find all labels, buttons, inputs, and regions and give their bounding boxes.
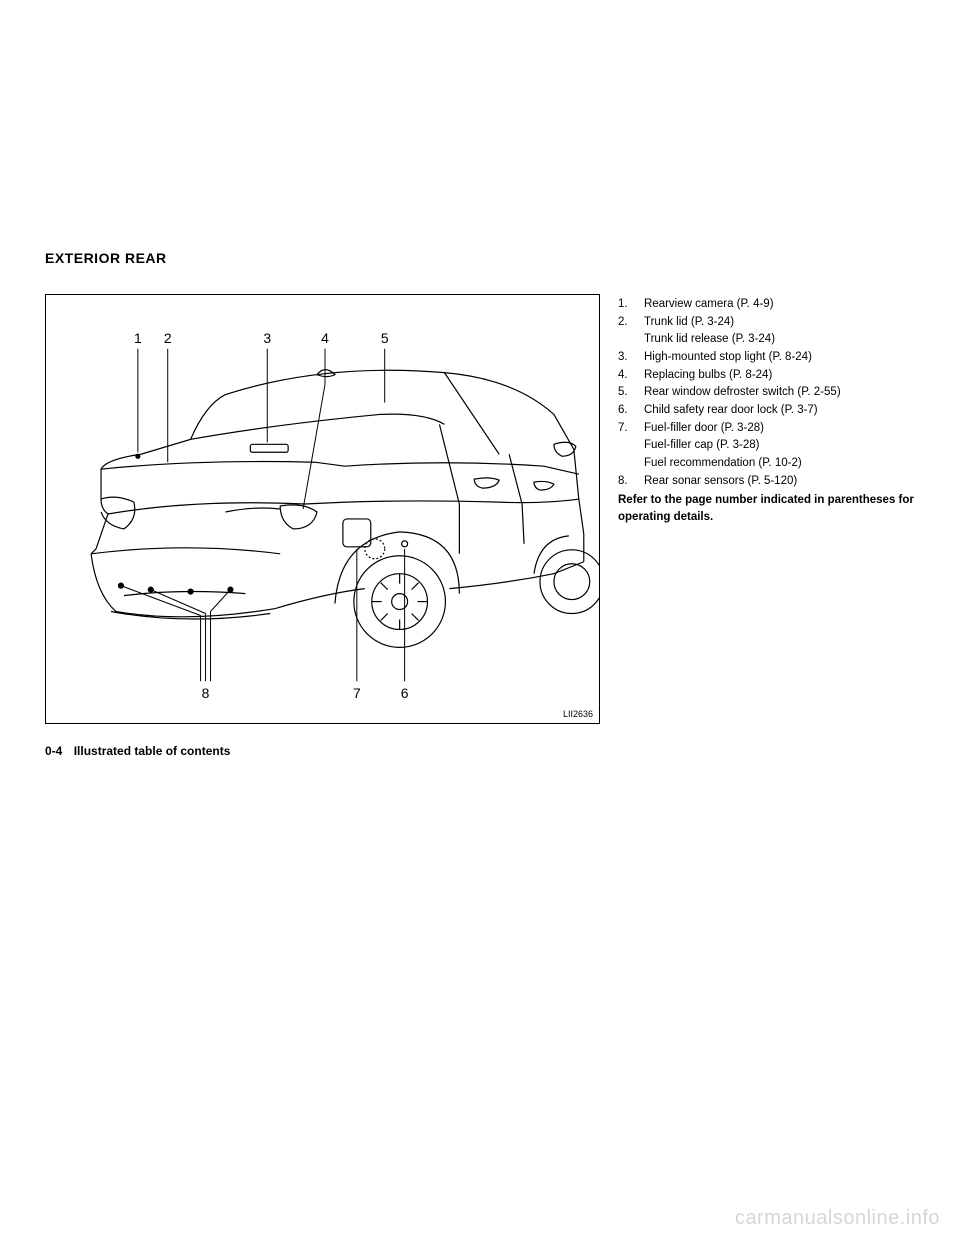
legend-item: 6.Child safety rear door lock (P. 3-7): [618, 402, 915, 419]
legend-num: 2.: [618, 314, 644, 331]
footer-text: Illustrated table of contents: [74, 744, 231, 758]
legend-text: Replacing bulbs (P. 8-24): [644, 367, 915, 384]
figure-code: LII2636: [563, 709, 593, 719]
legend-num: 6.: [618, 402, 644, 419]
legend-item: 3.High-mounted stop light (P. 8-24): [618, 349, 915, 366]
legend-text: Rear window defroster switch (P. 2-55): [644, 384, 915, 401]
legend-item: 8.Rear sonar sensors (P. 5-120): [618, 473, 915, 490]
svg-text:4: 4: [321, 330, 329, 346]
legend-item: 4.Replacing bulbs (P. 8-24): [618, 367, 915, 384]
section-title: EXTERIOR REAR: [45, 250, 915, 266]
legend-note: Refer to the page number indicated in pa…: [618, 492, 915, 525]
legend-num: 1.: [618, 296, 644, 313]
svg-text:5: 5: [381, 330, 389, 346]
legend-text: Trunk lid (P. 3-24): [644, 314, 915, 331]
legend-text: High-mounted stop light (P. 8-24): [644, 349, 915, 366]
svg-text:2: 2: [164, 330, 172, 346]
legend-item: Fuel recommendation (P. 10-2): [618, 455, 915, 472]
figure-box: 1 2 3 4 5: [45, 294, 600, 724]
legend-list: 1.Rearview camera (P. 4-9) 2.Trunk lid (…: [618, 296, 915, 489]
legend-num: 5.: [618, 384, 644, 401]
svg-text:3: 3: [263, 330, 271, 346]
legend-item: Fuel-filler cap (P. 3-28): [618, 437, 915, 454]
svg-text:1: 1: [134, 330, 142, 346]
page-number: 0-4: [45, 744, 62, 758]
svg-text:6: 6: [401, 685, 409, 701]
legend-item: 7.Fuel-filler door (P. 3-28): [618, 420, 915, 437]
legend-text: Child safety rear door lock (P. 3-7): [644, 402, 915, 419]
legend-text: Rear sonar sensors (P. 5-120): [644, 473, 915, 490]
watermark: carmanualsonline.info: [735, 1207, 940, 1230]
legend-text: Trunk lid release (P. 3-24): [644, 331, 915, 348]
legend: 1.Rearview camera (P. 4-9) 2.Trunk lid (…: [618, 294, 915, 724]
legend-num: 4.: [618, 367, 644, 384]
legend-item: 1.Rearview camera (P. 4-9): [618, 296, 915, 313]
legend-item: Trunk lid release (P. 3-24): [618, 331, 915, 348]
car-diagram-svg: 1 2 3 4 5: [46, 295, 599, 723]
legend-text: Rearview camera (P. 4-9): [644, 296, 915, 313]
legend-item: 2.Trunk lid (P. 3-24): [618, 314, 915, 331]
legend-item: 5.Rear window defroster switch (P. 2-55): [618, 384, 915, 401]
legend-num: 8.: [618, 473, 644, 490]
manual-page: EXTERIOR REAR 1 2 3 4 5: [0, 0, 960, 758]
page-footer: 0-4 Illustrated table of contents: [45, 744, 915, 758]
legend-num: 3.: [618, 349, 644, 366]
content-row: 1 2 3 4 5: [45, 294, 915, 724]
svg-text:8: 8: [202, 685, 210, 701]
legend-text: Fuel-filler cap (P. 3-28): [644, 437, 915, 454]
legend-num: 7.: [618, 420, 644, 437]
svg-text:7: 7: [353, 685, 361, 701]
legend-text: Fuel-filler door (P. 3-28): [644, 420, 915, 437]
legend-text: Fuel recommendation (P. 10-2): [644, 455, 915, 472]
